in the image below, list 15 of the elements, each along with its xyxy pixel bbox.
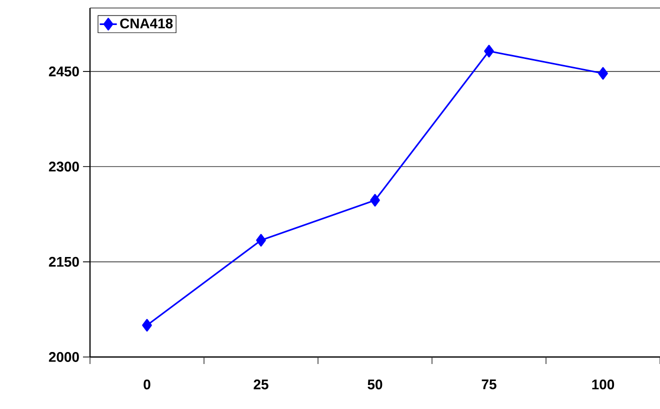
point: [598, 67, 608, 80]
point: [370, 194, 380, 207]
legend-label: CNA418: [120, 18, 173, 28]
x-tick-label: 75: [482, 380, 496, 390]
y-tick-label: 2000: [48, 352, 79, 362]
x-tick-label: 25: [254, 380, 268, 390]
y-tick-label: 2300: [48, 162, 79, 172]
point: [142, 318, 152, 332]
point: [484, 44, 494, 58]
x-tick-label: 0: [144, 380, 150, 390]
x-tick-label: 100: [592, 380, 614, 390]
y-tick-label: 2450: [48, 66, 79, 76]
y-tick-label: 2150: [48, 256, 79, 267]
point: [256, 234, 266, 247]
x-tick-label: 50: [368, 380, 382, 390]
